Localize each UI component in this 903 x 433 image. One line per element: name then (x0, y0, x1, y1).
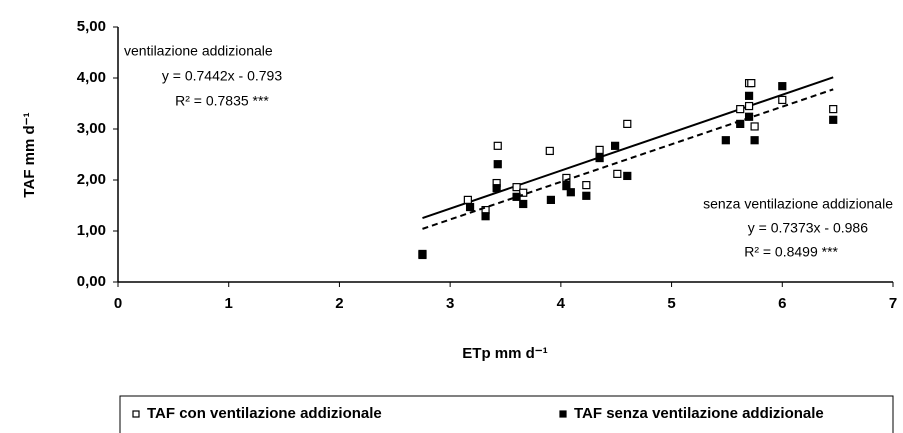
data-point (545, 146, 554, 156)
annotation: ventilazione addizionale (124, 43, 273, 59)
data-point (623, 171, 632, 181)
x-tick-label: 3 (446, 295, 454, 312)
legend-marker (132, 410, 140, 418)
data-point (778, 95, 787, 105)
data-point (465, 202, 475, 212)
data-point (512, 192, 521, 201)
data-point (736, 105, 745, 114)
annotation: y = 0.7442x - 0.793 (162, 68, 282, 84)
x-tick-label: 1 (225, 295, 233, 312)
x-tick-label: 5 (667, 295, 675, 312)
y-tick-label: 0,00 (77, 273, 106, 290)
data-point (582, 181, 591, 190)
data-point (778, 82, 787, 91)
y-tick-label: 1,00 (77, 222, 106, 239)
legend-label: TAF con ventilazione addizionale (147, 405, 382, 422)
legend-box (119, 395, 894, 433)
trend-line (422, 76, 834, 220)
data-point (519, 199, 528, 209)
data-point (566, 188, 575, 197)
data-point (613, 169, 622, 178)
x-tick-label: 6 (778, 295, 786, 312)
data-point (744, 112, 754, 121)
data-point (595, 153, 604, 163)
x-tick-label: 2 (335, 295, 343, 312)
data-point (512, 183, 521, 192)
data-point (562, 182, 571, 191)
y-tick-label: 3,00 (77, 120, 106, 137)
data-point (721, 136, 730, 145)
data-point (750, 122, 759, 131)
y-axis-label: TAF mm d⁻¹ (21, 112, 38, 197)
y-tick-label: 4,00 (77, 69, 106, 86)
data-point (611, 141, 620, 150)
data-point (481, 212, 490, 221)
x-axis-label: ETp mm d⁻¹ (462, 345, 547, 362)
data-point (747, 78, 756, 88)
y-tick-label: 5,00 (77, 18, 106, 35)
annotation: y = 0.7373x - 0.986 (748, 220, 868, 236)
data-point (829, 115, 838, 124)
data-point (750, 136, 759, 145)
data-point (492, 184, 501, 193)
data-point (736, 119, 745, 129)
trend-line (422, 88, 834, 230)
x-tick-label: 7 (889, 295, 897, 312)
x-tick-label: 4 (557, 295, 566, 312)
data-point (493, 160, 502, 169)
annotation: R² = 0.8499 *** (744, 244, 838, 260)
data-point (493, 141, 502, 150)
x-tick-label: 0 (114, 295, 122, 312)
data-point (595, 145, 604, 155)
data-point (623, 119, 632, 129)
annotation: R² = 0.7835 *** (175, 93, 269, 109)
data-point (463, 195, 472, 204)
data-point (829, 105, 838, 114)
legend-marker (559, 410, 567, 418)
legend-label: TAF senza ventilazione addizionale (574, 405, 824, 422)
data-point (418, 250, 427, 260)
data-point (582, 191, 591, 200)
data-point (744, 101, 754, 111)
y-tick-label: 2,00 (77, 171, 106, 188)
data-point (546, 195, 555, 204)
annotation: senza ventilazione addizionale (703, 196, 893, 212)
data-point (744, 91, 754, 100)
